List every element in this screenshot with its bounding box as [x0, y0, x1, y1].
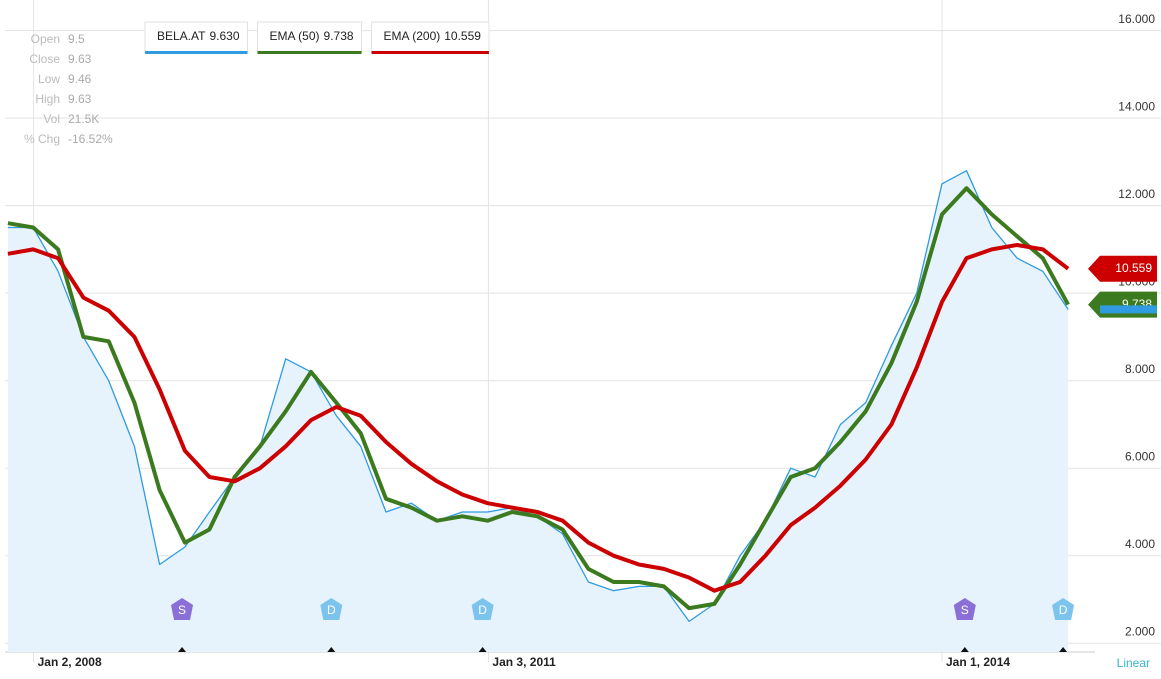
legend-swatch: [257, 51, 362, 54]
y-tick-label: 16.000: [1118, 12, 1155, 26]
event-marker: [953, 598, 976, 620]
info-value: 9.5: [68, 32, 85, 46]
legend-item[interactable]: EMA (50) 9.738: [257, 21, 363, 54]
legend-box: [257, 21, 363, 53]
legend-item[interactable]: BELA.AT 9.630: [144, 21, 248, 54]
scale-label[interactable]: Linear: [1117, 656, 1150, 670]
y-tick-label: 4.000: [1125, 537, 1155, 551]
event-marker: [171, 598, 194, 620]
value-tag: [1088, 255, 1157, 282]
legend-box: [371, 21, 490, 53]
info-value: 9.46: [68, 72, 92, 86]
event-marker: [320, 598, 343, 620]
info-label: Vol: [43, 112, 60, 126]
legend-text: EMA (50) 9.738: [270, 29, 354, 43]
event-tick: [178, 647, 187, 652]
y-tick-label: 6.000: [1125, 449, 1155, 463]
info-value: 9.63: [68, 92, 92, 106]
legend-name: EMA (50): [270, 29, 320, 43]
info-value: 21.5K: [68, 112, 99, 126]
legend-name: BELA.AT: [157, 29, 206, 43]
legend-value: 9.630: [209, 29, 239, 43]
y-tick-label: 14.000: [1118, 99, 1155, 113]
x-tick-label: Jan 2, 2008: [38, 655, 102, 669]
price-tag: [1100, 305, 1157, 314]
price-area: [7, 170, 1069, 652]
legend-text: BELA.AT 9.630: [157, 29, 240, 43]
event-tick: [478, 647, 487, 652]
legend-name: EMA (200): [384, 29, 441, 43]
y-tick-label: 2.000: [1125, 624, 1155, 638]
x-tick-label: Jan 3, 2011: [492, 655, 556, 669]
info-label: Low: [38, 72, 60, 86]
legend-value: 10.559: [444, 29, 481, 43]
info-label: High: [35, 92, 60, 106]
y-tick-label: 8.000: [1125, 362, 1155, 376]
event-tick: [1059, 647, 1068, 652]
legend-swatch: [371, 51, 489, 54]
event-tick: [960, 647, 969, 652]
event-marker: [1052, 598, 1075, 620]
x-tick-label: Jan 1, 2014: [946, 655, 1010, 669]
event-marker: [471, 598, 494, 620]
series-line: [7, 186, 1070, 611]
series-line: [7, 243, 1070, 593]
value-tag-label: 10.559: [1115, 261, 1152, 275]
info-label: Close: [29, 52, 60, 66]
event-label: D: [1059, 603, 1068, 617]
event-label: S: [178, 603, 186, 617]
event-label: D: [327, 603, 336, 617]
event-label: S: [961, 603, 969, 617]
event-label: D: [478, 603, 487, 617]
legend-swatch: [145, 51, 248, 54]
info-label: % Chg: [24, 132, 60, 146]
info-value: 9.63: [68, 52, 92, 66]
info-label: Open: [31, 32, 60, 46]
event-tick: [327, 647, 336, 652]
info-value: -16.52%: [68, 132, 113, 146]
legend-value: 9.738: [324, 29, 354, 43]
y-tick-label: 12.000: [1118, 187, 1155, 201]
legend-text: EMA (200) 10.559: [384, 29, 482, 43]
legend-item[interactable]: EMA (200) 10.559: [371, 21, 490, 54]
